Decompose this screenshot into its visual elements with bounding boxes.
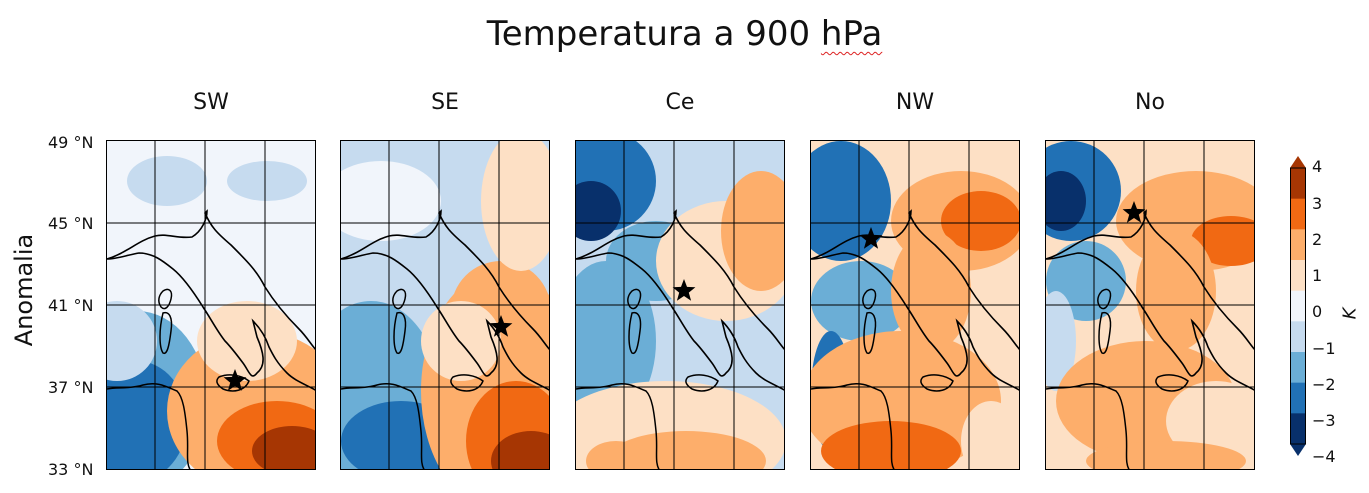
island-coastline: [1098, 311, 1112, 355]
field-contour: [197, 301, 297, 381]
coastline: [341, 209, 549, 391]
panel-title-sw: SW: [193, 90, 229, 115]
field-contour: [811, 261, 911, 341]
field-contour: [941, 191, 1019, 251]
colorbar: [1290, 156, 1306, 456]
lat-label-49: 49 °N: [48, 133, 94, 152]
field-contour: [227, 161, 307, 201]
cbar-tick: 4: [1312, 157, 1323, 176]
cbar-tick: 0: [1312, 302, 1323, 321]
island-coastline: [341, 382, 425, 469]
panel-title-ce: Ce: [665, 90, 695, 115]
coastline: [107, 209, 315, 391]
island-coastline: [576, 382, 660, 469]
island-coastline: [627, 288, 642, 310]
field-contour: [1166, 381, 1254, 461]
map-panel-se: [340, 140, 550, 470]
field-contour: [576, 261, 656, 421]
cbar-segment: [1290, 382, 1306, 414]
cbar-tick: −4: [1312, 447, 1336, 466]
cbar-segment: [1290, 198, 1306, 230]
cbar-segment: [1290, 321, 1306, 353]
cbar-arrow-bottom: [1290, 444, 1306, 456]
panel-title-no: No: [1135, 90, 1165, 115]
map-panel-sw: [106, 140, 316, 470]
field-contour: [961, 401, 1019, 469]
centroid-star-icon: [672, 279, 696, 301]
cbar-unit: K: [1339, 307, 1361, 320]
cbar-segment: [1290, 352, 1306, 384]
map-panel-ce: [575, 140, 785, 470]
island-coastline: [107, 382, 191, 469]
island-coastline: [811, 382, 895, 469]
island-coastline: [393, 311, 407, 355]
field-contour: [576, 181, 621, 241]
island-coastline: [158, 288, 173, 310]
cbar-frame: [1290, 167, 1306, 445]
field-contour: [127, 156, 207, 206]
centroid-star-icon: [489, 315, 513, 337]
cbar-tick: 3: [1312, 194, 1323, 213]
cbar-arrow-top: [1290, 156, 1306, 168]
coastline: [1046, 209, 1254, 391]
cbar-tick: −3: [1312, 411, 1336, 430]
cbar-tick: 2: [1312, 230, 1323, 249]
island-coastline: [450, 374, 484, 392]
figure-title: Temperatura a 900 hPa: [486, 14, 883, 54]
cbar-segment: [1290, 260, 1306, 292]
island-coastline: [392, 288, 407, 310]
island-coastline: [1097, 288, 1112, 310]
island-coastline: [1046, 382, 1130, 469]
island-coastline: [863, 311, 877, 355]
cbar-tick: −2: [1312, 375, 1336, 394]
cbar-segment: [1290, 168, 1306, 200]
field-contour: [341, 161, 441, 241]
field-contour: [1046, 171, 1086, 231]
cbar-segment: [1290, 413, 1306, 445]
field-contour: [1136, 231, 1216, 351]
cbar-segment: [1290, 290, 1306, 322]
field-contour: [1046, 291, 1076, 391]
map-panel-nw: [810, 140, 1020, 470]
island-coastline: [862, 288, 877, 310]
field-contour: [721, 171, 784, 291]
cbar-tick: 1: [1312, 266, 1323, 285]
field-contour: [491, 431, 549, 469]
island-coastline: [1155, 374, 1189, 392]
lat-label-33: 33 °N: [48, 460, 94, 479]
island-coastline: [685, 374, 719, 392]
cbar-tick: −1: [1312, 339, 1336, 358]
island-coastline: [159, 311, 173, 355]
lat-label-45: 45 °N: [48, 214, 94, 233]
map-panel-no: [1045, 140, 1255, 470]
panel-title-nw: NW: [895, 90, 935, 115]
centroid-star-icon: [223, 369, 247, 391]
lat-label-41: 41 °N: [48, 296, 94, 315]
y-axis-label: Anomalia: [10, 233, 38, 347]
centroid-star-icon: [1122, 201, 1146, 223]
field-contour: [606, 431, 766, 469]
panel-title-se: SE: [431, 90, 459, 115]
field-contour: [252, 426, 315, 469]
centroid-star-icon: [859, 227, 883, 249]
island-coastline: [628, 311, 642, 355]
cbar-segment: [1290, 229, 1306, 261]
field-contour: [421, 301, 501, 381]
field-contour: [107, 301, 157, 381]
field-contour: [481, 141, 549, 271]
coastline: [576, 209, 784, 391]
island-coastline: [920, 374, 954, 392]
lat-label-37: 37 °N: [48, 378, 94, 397]
field-contour: [586, 441, 646, 469]
